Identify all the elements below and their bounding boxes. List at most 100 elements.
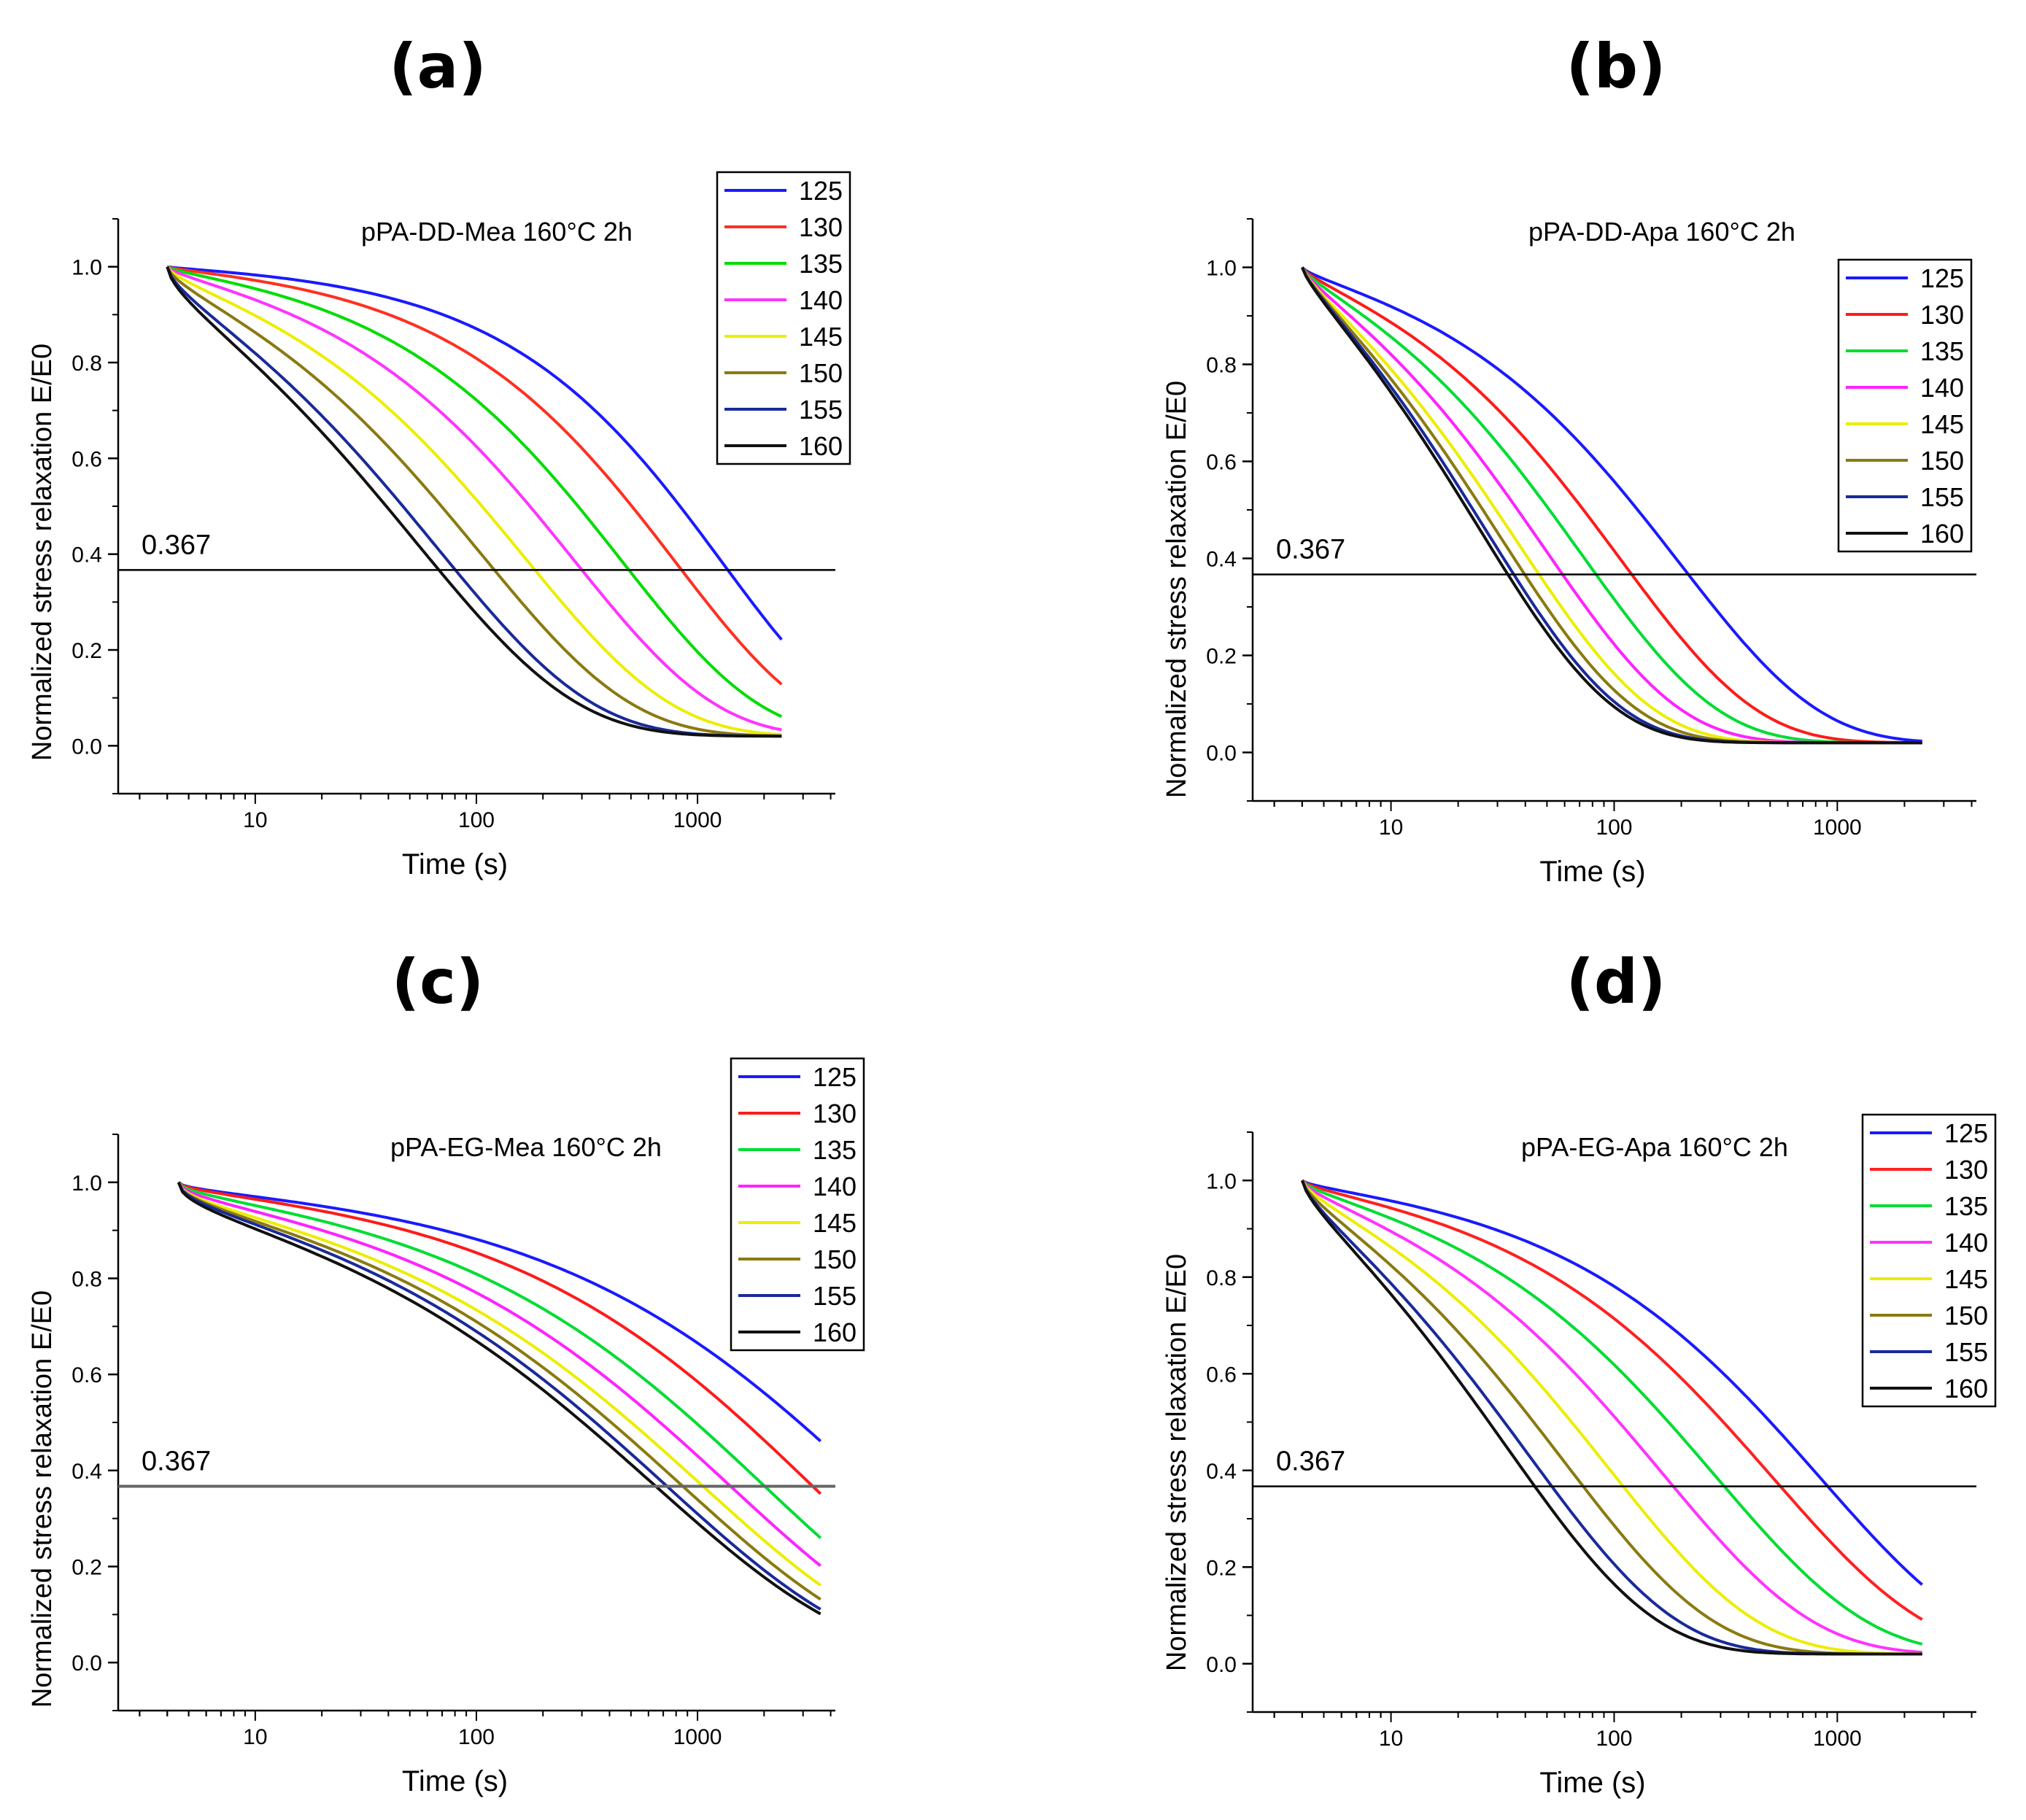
- x-tick-label: 10: [1379, 816, 1403, 840]
- series-line-150: [166, 266, 782, 737]
- y-axis-label: Normalized stress relaxation E/E0: [27, 1290, 58, 1708]
- series-line-160: [1301, 266, 1922, 745]
- series-line-160: [177, 1182, 821, 1616]
- legend-label-160: 160: [1920, 519, 1964, 549]
- x-tick-label: 1000: [673, 808, 722, 832]
- series-line-135: [177, 1181, 822, 1539]
- y-tick-label: 0.0: [1206, 742, 1237, 766]
- reference-line-label: 0.367: [1276, 534, 1345, 565]
- x-axis-label: Time (s): [402, 1765, 508, 1797]
- series-line-145: [1301, 1180, 1922, 1656]
- chart-panel-2: (b) 0.0 0.2 0.4 0.6 0.8 1.0 10 100 1000 Time (s) No…: [1161, 31, 1976, 888]
- x-tick-label: 10: [1379, 1727, 1403, 1751]
- x-tick-label: 100: [458, 808, 495, 832]
- y-tick-label: 1.0: [71, 1172, 102, 1196]
- series-line-125: [1301, 1179, 1923, 1586]
- chart-title: pPA-DD-Mea 160°C 2h: [361, 217, 633, 247]
- legend: 125 130 135 140 145 150 155 160: [1837, 258, 1973, 553]
- chart-title: pPA-EG-Apa 160°C 2h: [1521, 1132, 1788, 1162]
- legend-label-145: 145: [799, 322, 843, 352]
- y-tick-label: 0.2: [71, 639, 102, 663]
- legend-label-155: 155: [1920, 482, 1964, 512]
- reference-line-label: 0.367: [142, 1447, 211, 1477]
- y-tick-label: 0.2: [1206, 645, 1237, 669]
- legend-label-160: 160: [1944, 1374, 1988, 1403]
- series-line-125: [166, 265, 783, 641]
- y-tick-label: 0.4: [1206, 1460, 1237, 1484]
- series-line-160: [1301, 1180, 1922, 1656]
- series-line-135: [1301, 1179, 1923, 1646]
- legend-label-155: 155: [813, 1281, 857, 1311]
- y-tick-label: 0.6: [1206, 451, 1237, 475]
- legend-label-135: 135: [813, 1135, 857, 1165]
- legend: 125 130 135 140 145 150 155 160: [716, 171, 851, 465]
- x-tick-label: 100: [1596, 816, 1632, 840]
- legend-box: [1861, 1113, 1997, 1408]
- y-tick-label: 1.0: [1206, 1169, 1237, 1193]
- series-line-155: [166, 266, 782, 738]
- legend-label-130: 130: [1920, 300, 1964, 330]
- series-line-130: [166, 265, 783, 686]
- y-tick-label: 1.0: [1206, 257, 1237, 281]
- y-tick-label: 0.8: [71, 352, 102, 376]
- series-line-125: [177, 1181, 822, 1443]
- legend-box: [730, 1057, 865, 1352]
- x-tick-label: 1000: [673, 1725, 722, 1749]
- legend-label-145: 145: [1920, 409, 1964, 439]
- panel-label: (d): [1566, 946, 1666, 1018]
- panel-label: (a): [389, 31, 486, 102]
- series-line-140: [177, 1181, 821, 1568]
- series-line-130: [177, 1181, 822, 1495]
- chart-panel-4: (d) 0.0 0.2 0.4 0.6 0.8 1.0 10 100 1000 Time (s) No…: [1161, 946, 1997, 1799]
- y-tick-label: 0.8: [1206, 354, 1237, 378]
- legend-label-135: 135: [1920, 336, 1964, 366]
- series-line-155: [177, 1181, 821, 1611]
- chart-title: pPA-DD-Apa 160°C 2h: [1528, 217, 1795, 247]
- panel-label: (b): [1566, 31, 1666, 102]
- y-tick-label: 0.0: [71, 735, 102, 759]
- x-axis-label: Time (s): [402, 848, 508, 880]
- chart-title: pPA-EG-Mea 160°C 2h: [390, 1132, 662, 1162]
- y-tick-label: 0.6: [71, 1363, 102, 1387]
- legend-label-125: 125: [1944, 1118, 1988, 1148]
- x-tick-label: 1000: [1813, 1727, 1862, 1751]
- y-tick-label: 0.6: [1206, 1363, 1237, 1387]
- series-line-135: [166, 265, 783, 719]
- y-tick-label: 0.8: [1206, 1266, 1237, 1290]
- series-line-125: [1301, 266, 1922, 743]
- legend-label-140: 140: [813, 1172, 857, 1201]
- legend-label-155: 155: [799, 395, 843, 425]
- legend-label-135: 135: [1944, 1191, 1988, 1221]
- legend-label-140: 140: [1920, 373, 1964, 403]
- panel-label: (c): [392, 946, 484, 1018]
- legend-label-125: 125: [1920, 263, 1964, 293]
- y-axis-label: Normalized stress relaxation E/E0: [1161, 1254, 1192, 1671]
- legend-label-135: 135: [799, 249, 843, 279]
- y-axis-label: Normalized stress relaxation E/E0: [1161, 381, 1192, 798]
- y-tick-label: 0.2: [1206, 1556, 1237, 1580]
- y-tick-label: 0.0: [71, 1651, 102, 1676]
- chart-panel-3: (c) 0.0 0.2 0.4 0.6 0.8 1.0 10 100 1000 Time (s) No…: [27, 946, 865, 1797]
- series-line-140: [1301, 1180, 1922, 1654]
- legend-label-130: 130: [799, 212, 843, 242]
- legend-label-150: 150: [799, 358, 843, 388]
- y-tick-label: 0.4: [71, 1460, 102, 1484]
- y-tick-label: 0.6: [71, 447, 102, 471]
- series-line-160: [166, 266, 782, 738]
- legend-box: [1837, 258, 1973, 553]
- legend-label-160: 160: [813, 1317, 857, 1347]
- legend: 125 130 135 140 145 150 155 160: [1861, 1113, 1997, 1408]
- x-axis-label: Time (s): [1539, 856, 1645, 888]
- y-tick-label: 0.2: [71, 1556, 102, 1580]
- x-axis-label: Time (s): [1539, 1767, 1645, 1799]
- legend-label-125: 125: [799, 176, 843, 206]
- y-tick-label: 1.0: [71, 256, 102, 280]
- y-tick-label: 0.8: [71, 1268, 102, 1292]
- x-tick-label: 10: [243, 1725, 267, 1749]
- legend-label-140: 140: [799, 285, 843, 315]
- series-line-130: [1301, 266, 1922, 745]
- legend-label-140: 140: [1944, 1228, 1988, 1258]
- reference-line-label: 0.367: [142, 530, 211, 560]
- legend-label-125: 125: [813, 1062, 857, 1092]
